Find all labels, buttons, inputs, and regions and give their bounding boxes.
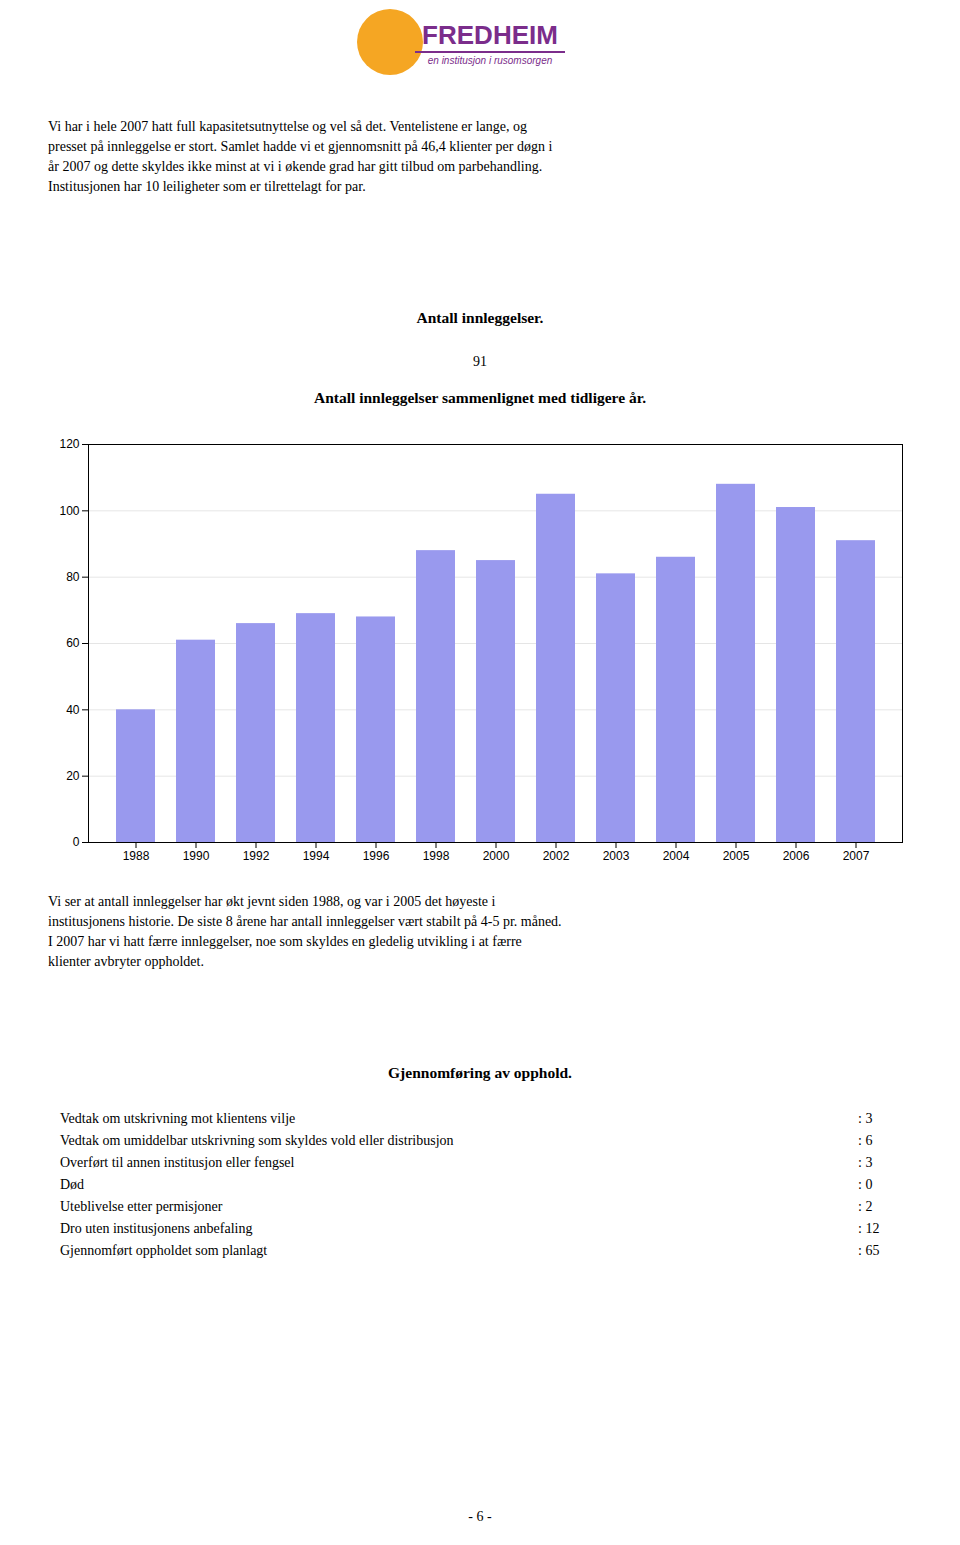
svg-text:60: 60 — [66, 636, 80, 650]
html-text:Antall innleggelser sammenlign: Antall innleggelser sammenlignet med tid… — [314, 389, 646, 406]
html-text:Uteblivelse etter permisjoner: Uteblivelse etter permisjoner — [60, 1199, 223, 1214]
html-text:: 3: : 3 — [858, 1111, 873, 1126]
svg-text:1994: 1994 — [303, 849, 330, 863]
svg-text:1990: 1990 — [183, 849, 210, 863]
html-text:Vi ser at antall innleggelser: Vi ser at antall innleggelser har økt je… — [48, 894, 496, 909]
html-text:I 2007 har vi hatt færre innle: I 2007 har vi hatt færre innleggelser, n… — [48, 934, 522, 949]
svg-text:120: 120 — [59, 437, 79, 451]
html-text:- 6 -: - 6 - — [468, 1509, 492, 1524]
svg-text:40: 40 — [66, 703, 80, 717]
html-text:Vedtak om umiddelbar utskrivni: Vedtak om umiddelbar utskrivning som sky… — [60, 1133, 454, 1148]
svg-text:2005: 2005 — [723, 849, 750, 863]
html-text:: 0: : 0 — [858, 1177, 873, 1192]
html-text:: 2: : 2 — [858, 1199, 873, 1214]
svg-text:1992: 1992 — [243, 849, 270, 863]
svg-text:2002: 2002 — [543, 849, 570, 863]
html-text:Gjennomført oppholdet som plan: Gjennomført oppholdet som planlagt — [60, 1243, 268, 1258]
html-text:Vedtak om utskrivning mot klie: Vedtak om utskrivning mot klientens vilj… — [60, 1111, 296, 1126]
svg-text:1998: 1998 — [423, 849, 450, 863]
html-text:år 2007 og dette skyldes ikke: år 2007 og dette skyldes ikke minst at v… — [48, 159, 543, 174]
html-text:en institusjon i rusomsorgen: en institusjon i rusomsorgen — [427, 55, 553, 66]
svg-text:100: 100 — [59, 504, 79, 518]
html-text:Vi har i hele 2007 hatt full k: Vi har i hele 2007 hatt full kapasitetsu… — [48, 119, 528, 134]
html-text:Død: Død — [60, 1177, 85, 1192]
html-text:: 12: : 12 — [858, 1221, 880, 1236]
html-text:Overført til annen institusjon: Overført til annen institusjon eller fen… — [60, 1155, 295, 1170]
svg-text:2007: 2007 — [843, 849, 870, 863]
svg-text:2000: 2000 — [483, 849, 510, 863]
html-text:Institusjonen har 10 leilighet: Institusjonen har 10 leiligheter som er … — [48, 179, 366, 194]
html-text:institusjonens historie. De si: institusjonens historie. De siste 8 åren… — [48, 914, 562, 929]
html-text:Dro uten institusjonens anbefa: Dro uten institusjonens anbefaling — [60, 1221, 253, 1236]
html-text:klienter avbryter oppholdet.: klienter avbryter oppholdet. — [48, 954, 204, 969]
html-text:Gjennomføring av opphold.: Gjennomføring av opphold. — [388, 1064, 572, 1081]
svg-text:2003: 2003 — [603, 849, 630, 863]
html-text:presset på innleggelse er stor: presset på innleggelse er stort. Samlet … — [48, 139, 553, 154]
svg-text:80: 80 — [66, 570, 80, 584]
html-text:: 65: : 65 — [858, 1243, 880, 1258]
svg-text:2006: 2006 — [783, 849, 810, 863]
html-text:FREDHEIM: FREDHEIM — [422, 20, 558, 50]
svg-text:0: 0 — [73, 835, 80, 849]
html-text:Antall innleggelser.: Antall innleggelser. — [416, 309, 544, 326]
svg-text:1996: 1996 — [363, 849, 390, 863]
svg-text:2004: 2004 — [663, 849, 690, 863]
svg-text:1988: 1988 — [123, 849, 150, 863]
html-text:91: 91 — [473, 354, 487, 369]
svg-text:20: 20 — [66, 769, 80, 783]
html-text:: 3: : 3 — [858, 1155, 873, 1170]
html-text:: 6: : 6 — [858, 1133, 873, 1148]
